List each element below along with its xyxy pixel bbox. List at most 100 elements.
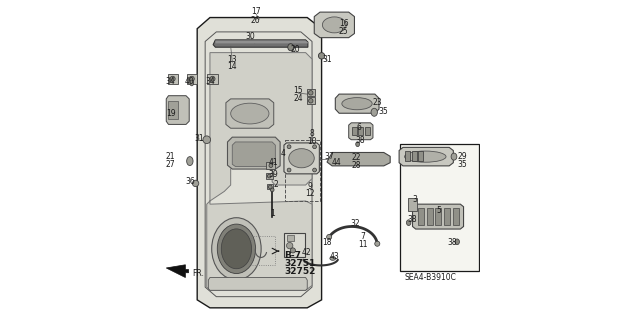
Ellipse shape: [212, 218, 261, 280]
Text: 15: 15: [294, 86, 303, 95]
Bar: [453, 208, 459, 225]
Ellipse shape: [404, 151, 446, 162]
Text: 42: 42: [302, 248, 312, 256]
Circle shape: [287, 242, 293, 249]
Ellipse shape: [288, 44, 294, 51]
Circle shape: [203, 136, 211, 144]
Text: 6: 6: [356, 123, 362, 132]
Circle shape: [319, 53, 324, 59]
Text: 32752: 32752: [284, 267, 316, 276]
Polygon shape: [168, 101, 178, 119]
Text: 12: 12: [306, 189, 315, 198]
Text: 31: 31: [322, 55, 332, 63]
Text: 8: 8: [310, 130, 314, 138]
Text: 19: 19: [166, 109, 175, 118]
Polygon shape: [209, 278, 307, 290]
Text: 40: 40: [185, 77, 195, 86]
Text: 9: 9: [308, 182, 313, 191]
Text: 39: 39: [268, 170, 278, 179]
Circle shape: [210, 76, 215, 81]
Text: 28: 28: [352, 161, 362, 170]
Text: 27: 27: [166, 160, 175, 169]
Polygon shape: [335, 94, 379, 113]
Text: FR.: FR.: [192, 269, 204, 278]
Text: 38: 38: [447, 238, 457, 247]
Polygon shape: [197, 18, 321, 308]
Ellipse shape: [187, 157, 193, 166]
Text: SEA4-B3910C: SEA4-B3910C: [404, 273, 456, 282]
Ellipse shape: [455, 239, 460, 245]
Text: 35: 35: [457, 160, 467, 169]
Ellipse shape: [451, 153, 457, 160]
Circle shape: [291, 248, 296, 253]
Ellipse shape: [230, 103, 269, 124]
Text: 24: 24: [294, 94, 303, 103]
Text: 34: 34: [166, 77, 175, 86]
Bar: [168, 74, 178, 84]
Circle shape: [308, 91, 313, 95]
Text: 43: 43: [330, 252, 339, 261]
Circle shape: [326, 234, 332, 240]
Polygon shape: [166, 96, 189, 124]
Ellipse shape: [406, 220, 411, 226]
Text: 18: 18: [323, 238, 332, 247]
Circle shape: [189, 76, 195, 81]
Text: 14: 14: [227, 63, 237, 71]
Bar: [307, 89, 315, 96]
Bar: [419, 151, 423, 161]
Circle shape: [268, 185, 272, 189]
Ellipse shape: [218, 224, 255, 274]
Text: 10: 10: [307, 137, 317, 146]
Text: 2: 2: [274, 180, 278, 189]
Text: 38: 38: [408, 215, 417, 224]
Bar: [266, 162, 275, 169]
Text: 1: 1: [271, 209, 275, 218]
Circle shape: [170, 76, 175, 81]
Text: 30: 30: [246, 32, 255, 41]
Text: 20: 20: [291, 45, 300, 54]
Text: 16: 16: [339, 19, 348, 28]
Ellipse shape: [190, 80, 194, 86]
Bar: [252, 236, 275, 265]
Bar: [406, 151, 410, 161]
Bar: [435, 208, 441, 225]
Bar: [401, 144, 479, 271]
Bar: [267, 184, 273, 189]
Ellipse shape: [323, 17, 346, 33]
Text: 35: 35: [378, 107, 388, 115]
Ellipse shape: [330, 256, 335, 260]
Circle shape: [269, 164, 273, 167]
Text: 34: 34: [205, 77, 215, 86]
Text: 38: 38: [355, 136, 365, 145]
Text: 22: 22: [352, 153, 362, 162]
Polygon shape: [287, 235, 294, 241]
Text: 31: 31: [195, 134, 204, 143]
Bar: [187, 74, 197, 84]
Circle shape: [287, 168, 291, 172]
Circle shape: [270, 188, 274, 192]
Ellipse shape: [221, 229, 252, 269]
Text: 11: 11: [358, 240, 368, 249]
Circle shape: [313, 168, 317, 172]
Bar: [358, 127, 364, 135]
Text: 29: 29: [457, 152, 467, 161]
Bar: [207, 74, 218, 84]
Ellipse shape: [289, 149, 314, 168]
Bar: [408, 198, 417, 211]
Polygon shape: [207, 53, 312, 290]
Text: B-7: B-7: [284, 251, 301, 260]
Bar: [352, 127, 357, 135]
Text: 21: 21: [166, 152, 175, 161]
Text: 26: 26: [251, 16, 260, 25]
Bar: [444, 208, 450, 225]
Polygon shape: [232, 142, 275, 167]
Polygon shape: [284, 143, 319, 174]
Bar: [412, 151, 417, 161]
Ellipse shape: [356, 142, 360, 147]
Text: 17: 17: [251, 7, 260, 16]
Polygon shape: [213, 40, 308, 47]
Text: 4: 4: [281, 149, 285, 158]
Text: 41: 41: [269, 158, 278, 167]
Polygon shape: [166, 265, 189, 278]
Circle shape: [375, 241, 380, 246]
